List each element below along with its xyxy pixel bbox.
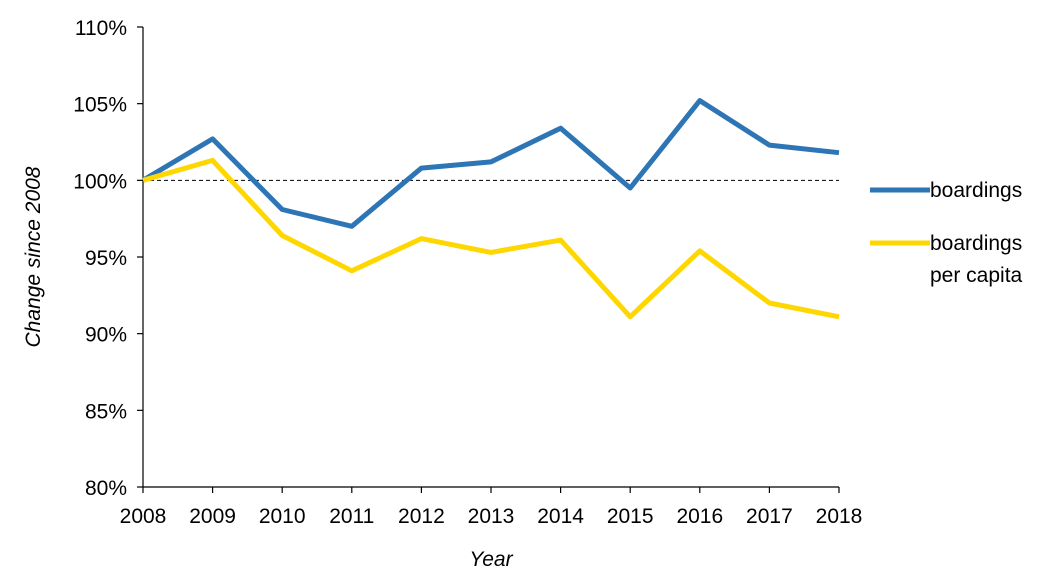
- x-tick-label: 2011: [329, 505, 374, 528]
- x-tick-label: 2008: [120, 505, 167, 528]
- legend: boardings boardings per capita: [870, 179, 1023, 287]
- y-tick-label: 90%: [85, 324, 127, 347]
- series-group: [141, 98, 840, 320]
- x-tick-label: 2009: [189, 505, 236, 528]
- x-axis-title: Year: [469, 548, 513, 571]
- x-tick-label: 2018: [816, 505, 863, 528]
- y-tick-label: 100%: [73, 170, 127, 193]
- x-tick-label: 2016: [676, 505, 723, 528]
- y-tick-label: 80%: [85, 477, 127, 500]
- series-line-boardings-per-capita: [142, 157, 840, 320]
- y-tick-label: 95%: [85, 247, 127, 270]
- series-line-boardings: [141, 98, 840, 229]
- legend-label: boardings: [930, 179, 1022, 202]
- axes: 80% 85% 90% 95% 100% 105% 110% 2008 2009 2010 2011…: [73, 17, 862, 528]
- legend-label: per capita: [930, 264, 1023, 287]
- x-tick-label: 2012: [398, 505, 445, 528]
- y-tick-label: 110%: [75, 17, 127, 40]
- x-tick-label: 2014: [537, 505, 584, 528]
- y-tick-label: 105%: [73, 94, 127, 117]
- x-tick-label: 2015: [607, 505, 654, 528]
- x-tick-label: 2010: [259, 505, 306, 528]
- legend-label: boardings: [930, 232, 1022, 255]
- y-axis-title: Change since 2008: [22, 166, 45, 347]
- x-tick-label: 2017: [746, 505, 793, 528]
- x-tick-label: 2013: [468, 505, 515, 528]
- y-tick-label: 85%: [85, 400, 127, 423]
